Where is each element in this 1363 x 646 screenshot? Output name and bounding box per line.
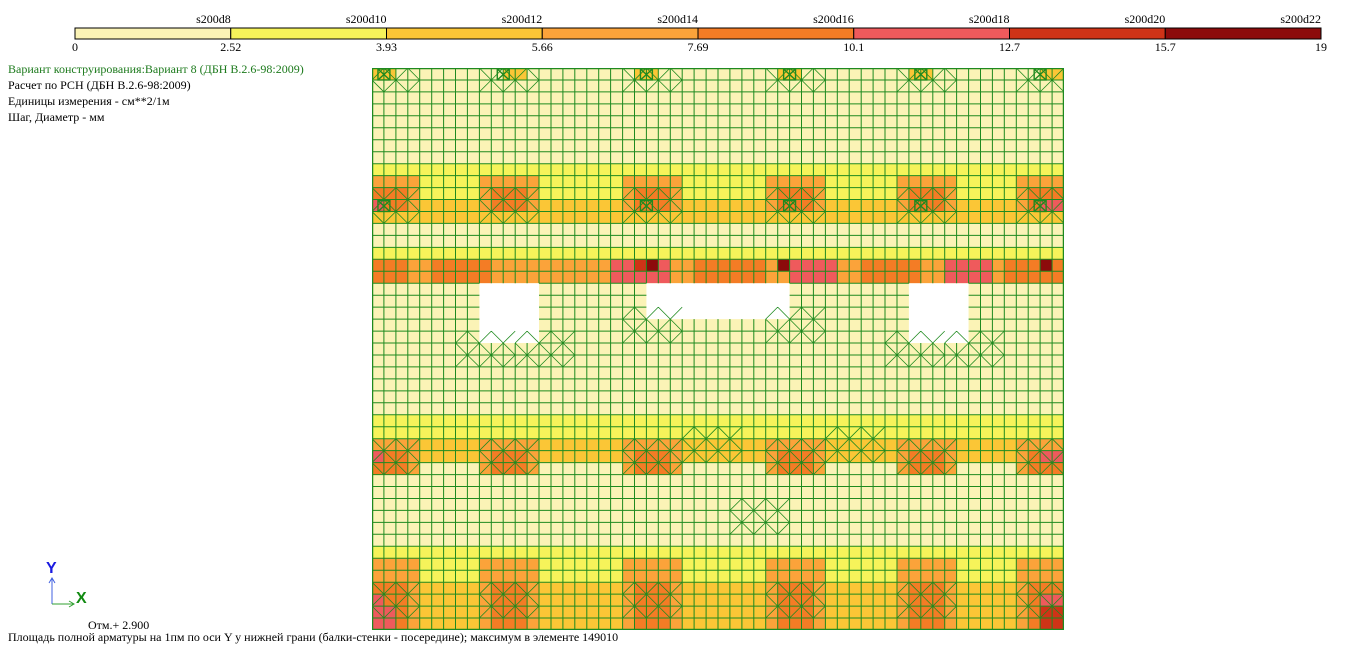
legend-swatch [74, 27, 232, 40]
legend-breakpoint-label: 2.52 [220, 40, 241, 54]
legend-bar-label: s200d16 [813, 12, 854, 26]
legend-breakpoint-label: 0 [72, 40, 78, 54]
axis-arrows-icon [48, 577, 75, 608]
legend-swatch [697, 27, 855, 40]
legend-breakpoint-label: 7.69 [688, 40, 709, 54]
slab-plan [372, 68, 1064, 630]
axis-y-label: Y [46, 560, 57, 577]
step-diameter-text: Шаг, Диаметр - мм [8, 110, 105, 124]
elevation-text: Отм.+ 2.900 [88, 618, 150, 632]
legend-swatch [230, 27, 387, 40]
legend-breakpoint-label: 15.7 [1155, 40, 1176, 54]
legend-bar-label: s200d10 [346, 12, 387, 26]
legend-swatch [386, 27, 543, 40]
axis-x-label: X [76, 590, 87, 607]
legend-swatch [1164, 27, 1322, 40]
legend-bar-label: s200d22 [1280, 12, 1321, 26]
legend-bar-label: s200d8 [196, 12, 231, 26]
legend-breakpoint-label: 10.1 [843, 40, 864, 54]
legend-swatch [853, 27, 1010, 40]
caption-text: Площадь полной арматуры на 1пм по оси Y … [8, 630, 619, 644]
legend-bar-label: s200d20 [1125, 12, 1166, 26]
legend-breakpoint-label: 5.66 [532, 40, 553, 54]
units-text: Единицы измерения - см**2/1м [8, 94, 170, 108]
legend-breakpoint-label: 3.93 [376, 40, 397, 54]
legend-breakpoint-label: 19 [1315, 40, 1327, 54]
axis-indicator: Y X [44, 560, 104, 610]
calc-standard-text: Расчет по РСН (ДБН В.2.6-98:2009) [8, 78, 191, 92]
legend-swatch [541, 27, 699, 40]
legend-bar-label: s200d14 [657, 12, 698, 26]
legend-swatch [1009, 27, 1166, 40]
legend-breakpoint-label: 12.7 [999, 40, 1020, 54]
legend-bar-label: s200d12 [502, 12, 543, 26]
legend-bar-label: s200d18 [969, 12, 1010, 26]
color-legend: s200d8 s200d10 s200d12 s200d14 s200d16 s200d1… [72, 12, 1327, 54]
design-variant-text: Вариант конструирования:Вариант 8 (ДБН В… [8, 62, 304, 76]
